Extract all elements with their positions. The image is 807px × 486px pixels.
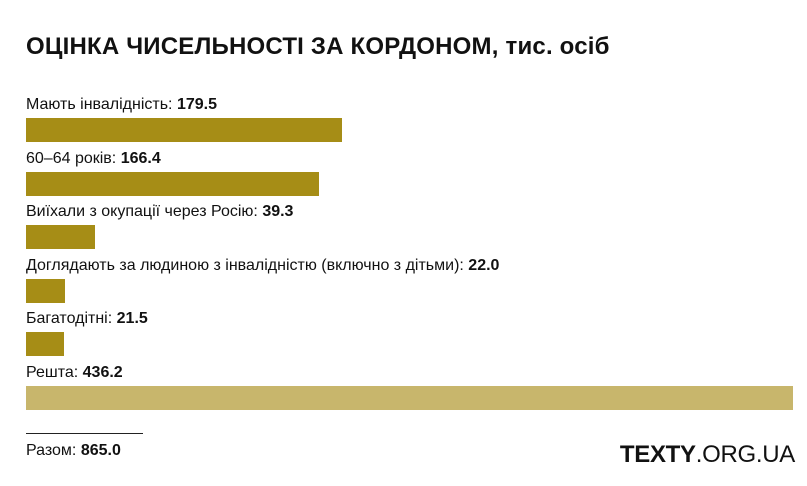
brand-logo[interactable]: TEXTY.ORG.UA: [620, 441, 795, 469]
bar-value-label: 166.4: [120, 149, 161, 167]
total-divider: [26, 433, 143, 434]
total-summary: Разом: 865.0: [26, 442, 121, 460]
bar-label: Багатодітні: 21.5: [26, 309, 796, 329]
brand-logo-domain: .ORG.UA: [695, 441, 796, 468]
bar-category: Мають інвалідність:: [26, 96, 173, 113]
chart-title-unit: тис. осіб: [505, 33, 610, 60]
bar: [26, 278, 65, 303]
bar-value-label: 39.3: [262, 203, 294, 221]
bar-category: Решта:: [26, 364, 79, 381]
bar: [26, 118, 342, 142]
bar: [26, 386, 793, 410]
bar-row: Мають інвалідність: 179.5: [26, 95, 796, 142]
bar-value-label: 21.5: [116, 310, 148, 328]
brand-logo-bold: TEXTY: [619, 441, 696, 468]
bar-category: Доглядають за людиною з інвалідністю (вк…: [26, 256, 464, 274]
bar: [26, 332, 64, 357]
bar-label: Виїхали з окупації через Росію: 39.3: [26, 202, 796, 222]
bar-label: Доглядають за людиною з інвалідністю (вк…: [26, 256, 796, 276]
bar-category: Багатодітні:: [26, 310, 113, 328]
bar-value-label: 436.2: [82, 364, 123, 381]
bar-category: Виїхали з окупації через Росію:: [26, 203, 258, 221]
bar-row: 60–64 років: 166.4: [26, 149, 796, 196]
bar-row: Доглядають за людиною з інвалідністю (вк…: [26, 256, 796, 303]
bar-row: Виїхали з окупації через Росію: 39.3: [26, 202, 796, 250]
bar-label: 60–64 років: 166.4: [26, 149, 796, 169]
bar-category: 60–64 років:: [26, 149, 117, 167]
bar-row: Багатодітні: 21.5: [26, 309, 796, 357]
bar: [26, 171, 319, 196]
bar-value-label: 22.0: [468, 256, 500, 274]
total-value: 865.0: [80, 442, 121, 459]
bar: [26, 225, 96, 250]
bar-label: Решта: 436.2: [26, 363, 796, 383]
chart-title-text: ОЦІНКА ЧИСЕЛЬНОСТІ ЗА КОРДОНОМ,: [26, 33, 499, 60]
bar-row: Решта: 436.2: [26, 363, 796, 410]
total-label: Разом:: [26, 442, 77, 459]
bar-label: Мають інвалідність: 179.5: [26, 95, 796, 115]
bar-value-label: 179.5: [176, 96, 217, 113]
chart-title: ОЦІНКА ЧИСЕЛЬНОСТІ ЗА КОРДОНОМ, тис. осі…: [26, 33, 610, 61]
